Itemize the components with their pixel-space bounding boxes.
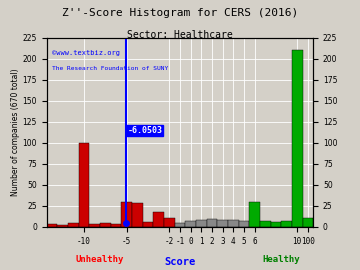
Bar (164, 218, 175, 227)
Bar (121, 202, 132, 227)
Bar (132, 203, 143, 227)
Text: Z''-Score Histogram for CERS (2016): Z''-Score Histogram for CERS (2016) (62, 8, 298, 18)
Text: Healthy: Healthy (262, 255, 300, 264)
Bar (239, 221, 249, 227)
Bar (271, 222, 281, 227)
Text: -6.0503: -6.0503 (127, 126, 162, 135)
Bar (228, 220, 239, 227)
Bar (79, 143, 89, 227)
Bar (47, 224, 58, 227)
Bar (89, 224, 100, 227)
Bar (217, 220, 228, 227)
Bar (100, 224, 111, 227)
Bar (207, 219, 217, 227)
Bar (68, 222, 79, 227)
Bar (185, 221, 196, 227)
Bar (111, 224, 121, 227)
Bar (302, 218, 313, 227)
Y-axis label: Number of companies (670 total): Number of companies (670 total) (11, 69, 20, 196)
Text: Unhealthy: Unhealthy (76, 255, 124, 264)
Text: Sector: Healthcare: Sector: Healthcare (127, 30, 233, 40)
Bar (175, 222, 185, 227)
Bar (292, 50, 302, 227)
Bar (58, 225, 68, 227)
Bar (153, 212, 164, 227)
Text: ©www.textbiz.org: ©www.textbiz.org (52, 50, 120, 56)
Bar (249, 202, 260, 227)
Text: The Research Foundation of SUNY: The Research Foundation of SUNY (52, 66, 168, 71)
Bar (260, 221, 271, 227)
Bar (196, 220, 207, 227)
Bar (281, 221, 292, 227)
X-axis label: Score: Score (165, 256, 195, 267)
Bar (143, 222, 153, 227)
